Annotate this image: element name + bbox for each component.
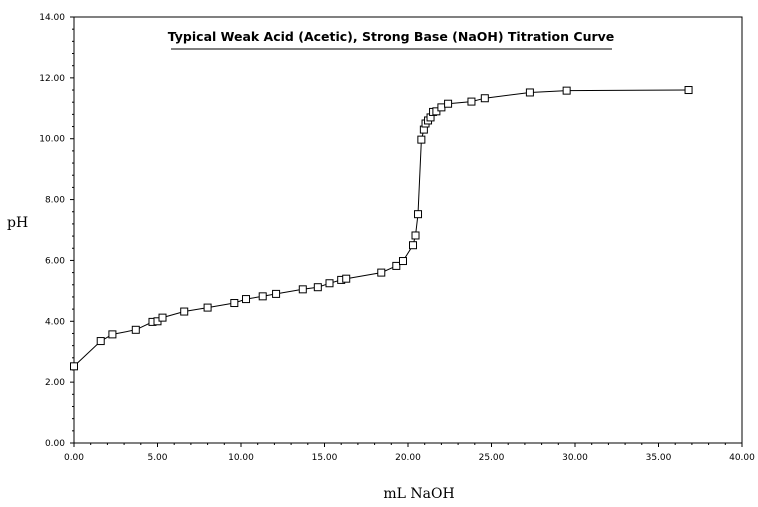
data-point: [444, 99, 453, 108]
x-tick-label: 40.00: [729, 453, 755, 463]
data-point: [377, 268, 386, 277]
data-point: [417, 135, 426, 144]
x-tick-label: 30.00: [562, 453, 588, 463]
y-tick-label: 12.00: [39, 74, 65, 84]
x-tick-label: 35.00: [646, 453, 672, 463]
data-point: [342, 274, 351, 283]
series-line: [73, 89, 689, 367]
data-point: [298, 285, 307, 294]
x-tick-label: 10.00: [228, 453, 254, 463]
data-point: [272, 289, 281, 298]
data-point: [70, 362, 78, 371]
data-point: [325, 279, 334, 288]
data-point: [525, 88, 534, 97]
data-point: [258, 292, 267, 301]
data-point: [411, 231, 420, 240]
y-axis-title: pH: [7, 215, 28, 231]
data-point: [108, 330, 117, 339]
x-tick-label: 15.00: [312, 453, 338, 463]
x-axis-title: mL NaOH: [383, 486, 454, 502]
y-tick-label: 10.00: [39, 135, 65, 145]
x-tick-label: 0.00: [64, 453, 84, 463]
data-point: [414, 210, 423, 219]
y-tick-label: 0.00: [45, 439, 65, 449]
y-tick-label: 6.00: [45, 256, 65, 266]
data-point: [392, 261, 401, 270]
data-point: [467, 97, 476, 106]
data-point: [158, 313, 167, 322]
data-point: [203, 303, 212, 312]
x-tick-label: 20.00: [395, 453, 421, 463]
data-point: [96, 337, 105, 346]
plot-frame: [73, 16, 743, 444]
x-tick-label: 25.00: [479, 453, 505, 463]
y-tick-label: 2.00: [45, 378, 65, 388]
y-tick-label: 4.00: [45, 317, 65, 327]
data-point: [313, 283, 322, 292]
data-point: [480, 94, 489, 103]
data-point: [437, 103, 446, 112]
data-point: [131, 325, 140, 334]
data-point: [180, 307, 189, 316]
data-point: [684, 86, 693, 95]
chart-title: Typical Weak Acid (Acetic), Strong Base …: [168, 29, 615, 44]
data-point: [398, 257, 407, 266]
data-point: [409, 241, 418, 250]
data-point: [242, 295, 251, 304]
data-point: [230, 299, 239, 308]
y-tick-label: 14.00: [39, 13, 65, 23]
x-tick-label: 5.00: [147, 453, 167, 463]
data-point: [562, 86, 571, 95]
y-tick-label: 8.00: [45, 196, 65, 206]
